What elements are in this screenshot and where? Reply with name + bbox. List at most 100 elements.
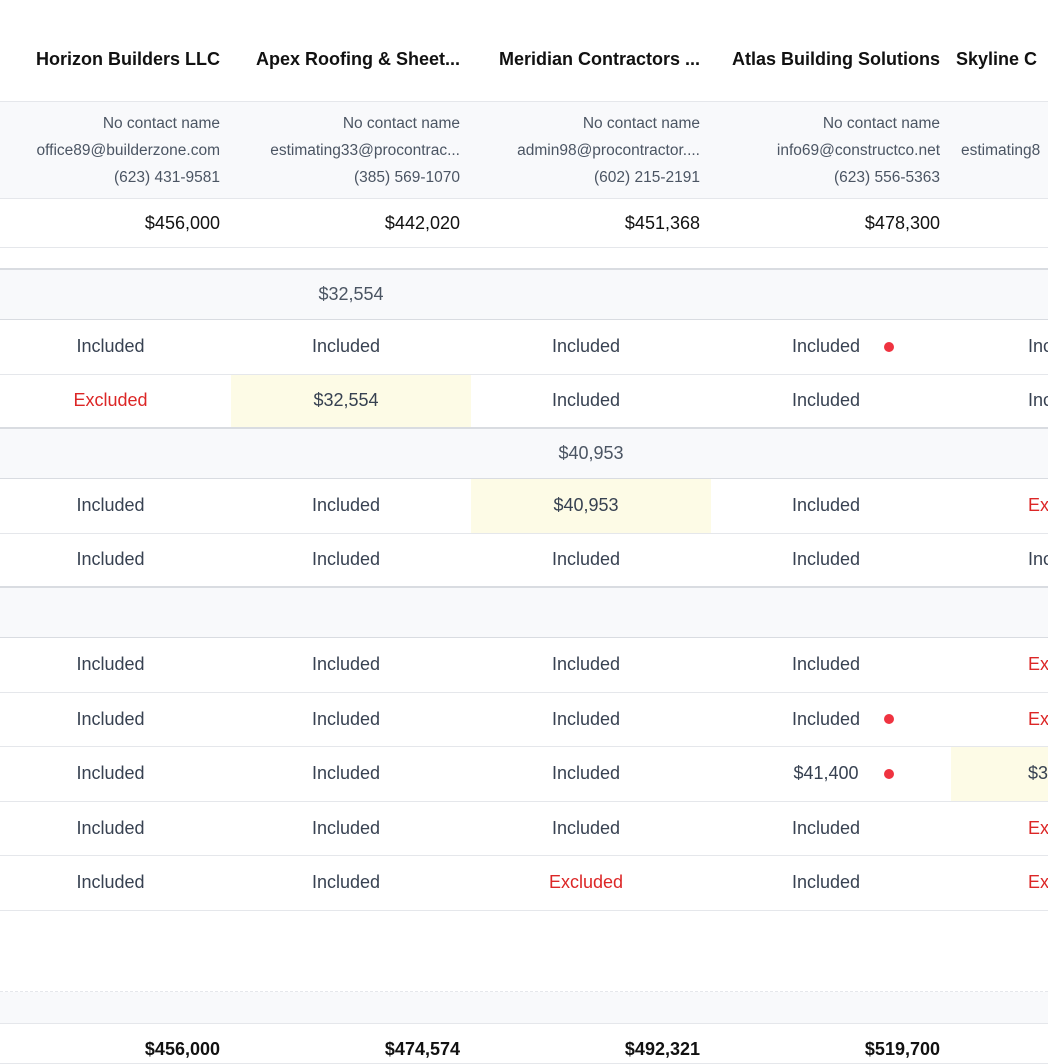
- contact-phone: (385) 569-1070: [354, 168, 460, 186]
- line-item-row: Included Included Included Included Exc: [0, 802, 1048, 856]
- excluded-label: Exc: [1028, 495, 1048, 516]
- line-item-value: Inc: [1028, 390, 1048, 411]
- contact-contact: No contact name: [822, 114, 940, 132]
- line-item-cell[interactable]: Exc: [951, 856, 1048, 910]
- line-item-cell[interactable]: Included: [471, 747, 711, 801]
- line-item-cell[interactable]: Exc: [951, 479, 1048, 533]
- line-item-cell[interactable]: Included: [0, 534, 231, 587]
- contact-email[interactable]: estimating33@procontrac...: [270, 141, 460, 159]
- line-item-cell[interactable]: Included: [471, 638, 711, 692]
- line-item-cell[interactable]: Inc: [951, 375, 1048, 428]
- sections: $32,554 Included Included Included Included I…: [0, 270, 1048, 911]
- line-item-value: Included: [791, 817, 861, 838]
- section-amount: $32,554: [318, 284, 384, 304]
- line-item-value: Included: [551, 654, 621, 675]
- line-item-cell[interactable]: $40,953: [471, 479, 711, 533]
- contact-row: No contact name office89@builderzone.com (…: [0, 102, 1048, 199]
- bidder-name[interactable]: Apex Roofing & Sheet...: [255, 49, 460, 69]
- grand-total-amount: [951, 1024, 1048, 1063]
- base-bid-amount: $478,300: [864, 212, 940, 233]
- line-item-value: Included: [311, 495, 381, 516]
- line-item-value: $41,400: [793, 763, 859, 784]
- line-item-cell[interactable]: Included: [471, 320, 711, 374]
- line-item-cell[interactable]: Included: [231, 638, 471, 692]
- line-item-cell[interactable]: Included: [231, 747, 471, 801]
- line-item-value: Included: [791, 708, 861, 729]
- contact-cell: No contact name office89@builderzone.com (…: [0, 102, 231, 198]
- line-item-value: Included: [791, 495, 861, 516]
- section-amount: [0, 270, 231, 319]
- line-item-cell[interactable]: Included: [0, 320, 231, 374]
- line-item-value: Included: [551, 708, 621, 729]
- line-item-cell[interactable]: Included: [0, 802, 231, 856]
- line-item-cell[interactable]: Included: [471, 693, 711, 747]
- contact-contact: No contact name: [582, 114, 700, 132]
- line-item-row: Included Included Excluded Included Exc: [0, 856, 1048, 911]
- line-item-cell[interactable]: Included: [471, 802, 711, 856]
- line-item-cell[interactable]: Included: [711, 320, 951, 374]
- contact-contact: No contact name: [102, 114, 220, 132]
- contact-email[interactable]: office89@builderzone.com: [36, 141, 220, 159]
- line-item-value: Included: [311, 549, 381, 570]
- line-item-cell[interactable]: Included: [711, 479, 951, 533]
- line-item-cell[interactable]: Inc: [951, 534, 1048, 587]
- contact-phone: (623) 556-5363: [834, 168, 940, 186]
- line-item-cell[interactable]: Included: [711, 534, 951, 587]
- contact-phone: (623) 431-9581: [114, 168, 220, 186]
- line-item-cell[interactable]: Included: [231, 802, 471, 856]
- bidder-name[interactable]: Skyline C: [955, 49, 1037, 69]
- base-bid-row: $456,000 $442,020 $451,368 $478,300: [0, 199, 1048, 248]
- line-item-row: Included Included Included Included Exc: [0, 638, 1048, 693]
- line-item-cell[interactable]: Included: [711, 693, 951, 747]
- grand-total-amount: $456,000: [144, 1038, 220, 1059]
- line-item-value: Included: [791, 390, 861, 411]
- line-item-cell[interactable]: Included: [0, 638, 231, 692]
- line-item-cell[interactable]: Included: [0, 856, 231, 910]
- bidder-name[interactable]: Horizon Builders LLC: [36, 49, 220, 69]
- subtotal-divider: [0, 991, 1048, 1024]
- line-item-cell[interactable]: Inc: [951, 320, 1048, 374]
- line-item-cell[interactable]: Included: [0, 747, 231, 801]
- flag-dot-icon: [884, 714, 894, 725]
- line-item-cell[interactable]: Exc: [951, 693, 1048, 747]
- line-item-cell[interactable]: Excluded: [471, 856, 711, 910]
- bidder-name[interactable]: Atlas Building Solutions: [732, 49, 940, 69]
- line-item-row: Included Included Included Included Inc: [0, 534, 1048, 588]
- bidder-name[interactable]: Meridian Contractors ...: [498, 49, 700, 69]
- line-item-cell[interactable]: Included: [711, 638, 951, 692]
- line-item-cell[interactable]: Included: [231, 479, 471, 533]
- line-item-cell[interactable]: $32,554: [231, 374, 471, 427]
- line-item-cell[interactable]: Included: [471, 375, 711, 428]
- line-item-value: Included: [76, 549, 145, 570]
- contact-email[interactable]: estimating8: [961, 141, 1041, 159]
- section-header-row[interactable]: $32,554: [0, 270, 1048, 320]
- line-item-cell[interactable]: Included: [231, 534, 471, 587]
- line-item-cell[interactable]: Excluded: [0, 375, 231, 428]
- line-item-cell[interactable]: Included: [471, 534, 711, 587]
- flag-dot-icon: [884, 768, 894, 779]
- line-item-value: Included: [311, 336, 381, 357]
- line-item-cell[interactable]: $41,400: [711, 747, 951, 801]
- flag-dot-icon: [884, 341, 894, 352]
- line-item-cell[interactable]: Included: [231, 320, 471, 374]
- line-item-cell[interactable]: Included: [231, 693, 471, 747]
- contact-email[interactable]: admin98@procontractor....: [517, 141, 700, 159]
- contact-cell: No contact name info69@constructco.net (62…: [711, 102, 951, 198]
- line-item-cell[interactable]: Included: [0, 693, 231, 747]
- contact-cell: No contact name estimating33@procontrac..…: [231, 102, 471, 198]
- excluded-label: Excluded: [73, 390, 148, 411]
- line-item-cell[interactable]: Included: [231, 856, 471, 910]
- line-item-cell[interactable]: $3: [951, 747, 1048, 801]
- line-item-value: Included: [76, 817, 145, 838]
- contact-email[interactable]: info69@constructco.net: [776, 141, 940, 159]
- line-item-cell[interactable]: Exc: [951, 802, 1048, 856]
- section-header-row[interactable]: [0, 588, 1048, 638]
- line-item-cell[interactable]: Exc: [951, 638, 1048, 692]
- section-header-row[interactable]: $40,953: [0, 429, 1048, 479]
- line-item-cell[interactable]: Included: [0, 479, 231, 533]
- line-item-cell[interactable]: Included: [711, 375, 951, 428]
- line-item-value: Included: [311, 763, 381, 784]
- line-item-value: Included: [551, 763, 621, 784]
- line-item-cell[interactable]: Included: [711, 856, 951, 910]
- line-item-cell[interactable]: Included: [711, 802, 951, 856]
